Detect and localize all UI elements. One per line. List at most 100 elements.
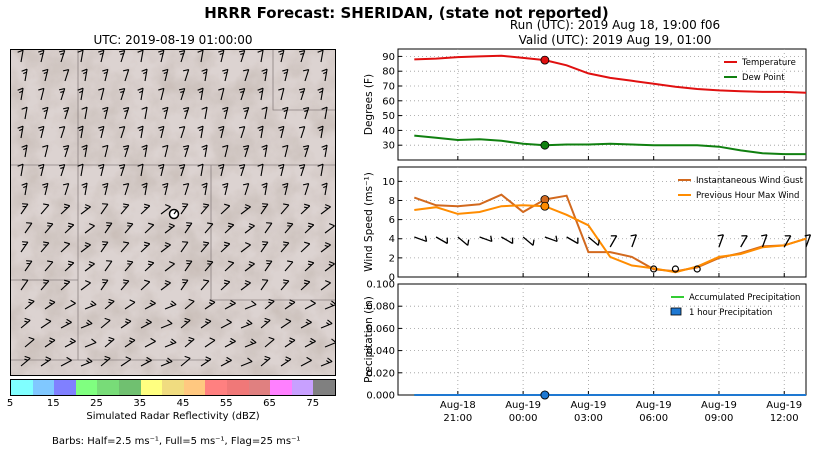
wind-barb	[64, 222, 75, 234]
wind-barb	[244, 223, 255, 234]
y-tick-label: 2	[389, 253, 395, 264]
colorbar-segment	[118, 380, 141, 395]
wind-barb	[77, 87, 84, 101]
wind-barb	[783, 235, 792, 248]
wind-barb	[178, 126, 186, 139]
wind-barb	[804, 234, 812, 248]
wind-barb	[300, 318, 312, 329]
plot-frame	[397, 48, 807, 161]
reflectivity-colorbar	[10, 379, 336, 396]
wind-barb	[242, 107, 250, 120]
wind-barb	[60, 356, 72, 367]
wind-barb	[120, 241, 130, 253]
wind-barb	[238, 88, 246, 101]
wind-barb	[118, 50, 126, 63]
calm-barb	[671, 265, 680, 273]
y-tick-label: 8	[389, 196, 395, 207]
wind-barb	[244, 300, 257, 310]
wind-barb	[60, 241, 71, 253]
wind-barb	[100, 203, 109, 215]
wind-barb	[64, 299, 76, 310]
wind-barb	[44, 337, 56, 348]
wind-barb	[317, 125, 324, 139]
wind-barb	[182, 107, 190, 120]
wind-barb	[222, 144, 229, 158]
wind-barb	[280, 318, 292, 329]
y-tick-label: 70	[382, 82, 395, 93]
wind-barb	[200, 241, 210, 253]
wind-barb	[100, 355, 111, 367]
wind-barb	[284, 299, 296, 310]
wind-barb	[160, 280, 171, 291]
wind-barb	[200, 203, 210, 215]
x-tick-label-time: 06:00	[639, 413, 668, 424]
wind-barb	[300, 241, 311, 253]
y-tick-label: 30	[382, 141, 395, 152]
wind-barb	[40, 318, 52, 329]
radar-map	[10, 49, 336, 376]
wind-barb	[261, 68, 268, 82]
wind-barb	[260, 355, 271, 367]
wind-barb	[17, 87, 24, 101]
colorbar-tick-label: 5	[6, 398, 14, 409]
wind-barb	[201, 106, 208, 120]
wind-barb	[264, 298, 275, 310]
wind-barb	[180, 279, 189, 291]
y-tick-label: 40	[382, 126, 395, 137]
wind-barb	[144, 299, 156, 310]
wind-barb	[257, 125, 264, 139]
wind-barb	[140, 241, 151, 253]
wind-barb	[178, 88, 186, 101]
wind-barb	[122, 145, 130, 158]
x-tick-label-date: Aug-19	[766, 400, 802, 411]
legend-label: Instantaneous Wind Gust	[696, 176, 804, 186]
wind-barb	[260, 203, 269, 215]
chart-panel-3: 0.000 0.020 0.040 0.060 0.080 0.100 Precipitat…	[363, 280, 807, 424]
wind-barb	[160, 204, 171, 215]
x-tick-label-date: Aug-19	[636, 400, 672, 411]
chart-legend: Instantaneous Wind Gust Previous Hour Max…	[678, 176, 804, 201]
wind-barb	[280, 203, 290, 215]
wind-barb	[20, 203, 29, 215]
wind-barb	[17, 50, 24, 63]
wind-barb	[298, 50, 306, 63]
wind-barb	[81, 68, 88, 82]
chart-legend: Accumulated Precipitation 1 hour Precipit…	[670, 293, 800, 318]
radar-map-canvas	[11, 50, 335, 375]
x-tick-label-date: Aug-19	[570, 400, 606, 411]
wind-barb	[280, 279, 290, 291]
wind-barb	[218, 87, 225, 101]
wind-barb	[630, 234, 637, 248]
legend-swatch	[670, 307, 682, 316]
wind-barb	[284, 222, 294, 234]
wind-barb	[300, 356, 312, 367]
wind-barb	[204, 260, 214, 272]
wind-barb	[224, 260, 235, 272]
wind-barb	[21, 68, 28, 82]
wind-barb	[197, 163, 204, 177]
wind-barb	[120, 203, 130, 215]
wind-barb	[260, 317, 271, 329]
wind-barb	[20, 241, 29, 253]
y-tick-label: 0.000	[366, 391, 395, 402]
wind-barb	[158, 125, 165, 139]
wind-barb	[80, 242, 91, 253]
colorbar-segment	[54, 380, 76, 395]
chart-legend: Temperature Dew Point	[724, 58, 796, 83]
wind-barb	[81, 182, 88, 196]
wind-barb	[124, 260, 134, 272]
colorbar-segment	[270, 380, 292, 395]
y-tick-label: 6	[389, 215, 395, 226]
wind-barb	[320, 280, 331, 291]
legend-label: Accumulated Precipitation	[689, 293, 800, 303]
colorbar-tick-label: 25	[90, 398, 103, 409]
wind-barb	[304, 260, 315, 272]
wind-barb	[137, 50, 144, 63]
wind-barb	[98, 125, 105, 139]
wind-barb	[717, 234, 725, 248]
wind-barb	[238, 164, 246, 177]
wind-barb	[244, 261, 255, 272]
wind-barb	[24, 336, 35, 348]
wind-barb	[435, 236, 448, 245]
